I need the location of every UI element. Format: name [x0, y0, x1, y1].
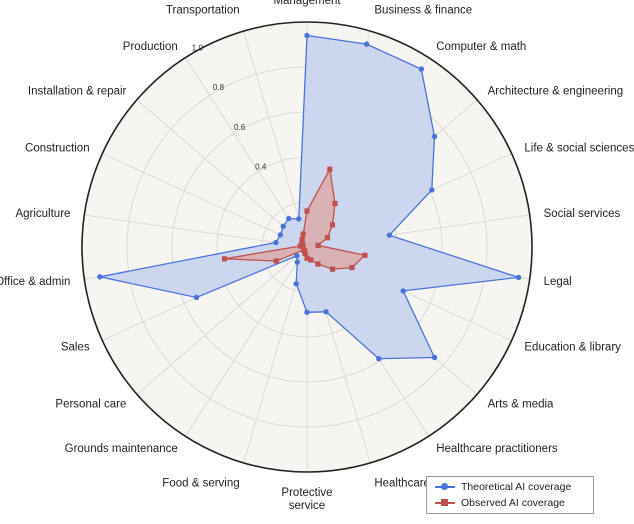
category-label: Installation & repair	[28, 85, 127, 97]
data-point-theoretical	[294, 259, 300, 265]
grid-spoke	[102, 153, 308, 248]
data-point-observed	[332, 200, 338, 207]
data-point-theoretical	[376, 355, 382, 362]
category-label: Sales	[61, 341, 90, 353]
data-point-theoretical	[293, 281, 299, 287]
data-point-theoretical	[296, 216, 302, 222]
data-point-observed	[329, 222, 336, 228]
data-point-theoretical	[323, 309, 329, 315]
data-point-observed	[273, 258, 279, 264]
data-point-theoretical	[193, 294, 200, 301]
data-point-theoretical	[286, 215, 292, 222]
category-label: Business & finance	[374, 5, 472, 17]
data-point-observed	[362, 252, 368, 258]
data-point-observed	[304, 208, 310, 214]
data-point-observed	[315, 261, 321, 267]
data-point-observed	[302, 250, 308, 257]
data-point-observed	[329, 266, 336, 272]
category-label: Computer & math	[436, 41, 526, 53]
data-point-theoretical	[304, 32, 310, 39]
legend-label-observed: Observed AI coverage	[461, 497, 565, 509]
data-point-theoretical	[280, 223, 286, 230]
data-point-theoretical	[97, 274, 103, 280]
data-point-theoretical	[515, 274, 522, 281]
category-label: Management	[273, 0, 341, 7]
category-label: Arts & media	[488, 399, 554, 411]
category-label: Social services	[544, 208, 621, 220]
data-point-theoretical	[429, 187, 435, 193]
outer-ring	[81, 21, 533, 473]
grid-spoke	[243, 30, 308, 248]
data-point-observed	[221, 256, 228, 262]
category-label: Grounds maintenance	[65, 443, 178, 455]
data-point-observed	[299, 236, 305, 243]
data-point-observed	[300, 247, 307, 253]
data-point-observed	[349, 264, 355, 271]
data-point-theoretical	[431, 133, 438, 140]
category-label: Agriculture	[15, 208, 70, 220]
category-label: Architecture & engineering	[488, 85, 624, 97]
category-label: Production	[123, 41, 178, 53]
data-point-theoretical	[418, 66, 425, 72]
legend-swatch-theoretical	[435, 481, 455, 493]
category-label: Legal	[544, 276, 572, 288]
legend-swatch-observed	[435, 497, 455, 509]
category-label: Personal care	[55, 399, 126, 411]
data-point-theoretical	[273, 239, 279, 246]
grid-spoke	[136, 246, 308, 395]
grid-spoke	[84, 214, 308, 248]
chart-legend: Theoretical AI coverage Observed AI cove…	[426, 476, 594, 514]
category-label: Transportation	[166, 5, 240, 17]
category-label: Healthcare practitioners	[436, 443, 558, 455]
data-point-theoretical	[386, 232, 393, 238]
data-point-observed	[304, 255, 310, 261]
category-label: Protective service	[281, 487, 332, 512]
radial-tick-label: 1.0	[192, 43, 204, 52]
category-label: Life & social sciences	[524, 143, 634, 155]
grid-spoke	[184, 57, 308, 248]
data-point-theoretical	[400, 288, 406, 294]
category-label: Food & serving	[162, 477, 239, 489]
radial-tick-label: 0.6	[234, 123, 246, 132]
radial-tick-label: 0.8	[213, 83, 225, 92]
data-point-observed	[315, 242, 321, 248]
data-point-theoretical	[294, 253, 300, 259]
data-point-observed	[327, 166, 333, 172]
grid-spoke	[184, 246, 308, 437]
data-point-theoretical	[363, 41, 370, 47]
data-point-observed	[324, 235, 331, 241]
data-point-observed	[308, 257, 314, 263]
category-label: Education & library	[524, 341, 621, 353]
data-point-theoretical	[431, 354, 438, 361]
data-point-theoretical	[304, 309, 310, 315]
legend-entry-observed: Observed AI coverage	[435, 496, 565, 510]
category-label: Construction	[25, 143, 90, 155]
data-point-observed	[300, 231, 306, 237]
legend-entry-theoretical: Theoretical AI coverage	[435, 480, 571, 494]
data-point-theoretical	[277, 232, 284, 238]
category-label: Office & admin	[0, 276, 70, 288]
radial-tick-label: 0.4	[255, 163, 267, 172]
grid-spoke	[136, 99, 308, 248]
data-point-observed	[299, 239, 305, 246]
legend-label-theoretical: Theoretical AI coverage	[461, 481, 572, 493]
